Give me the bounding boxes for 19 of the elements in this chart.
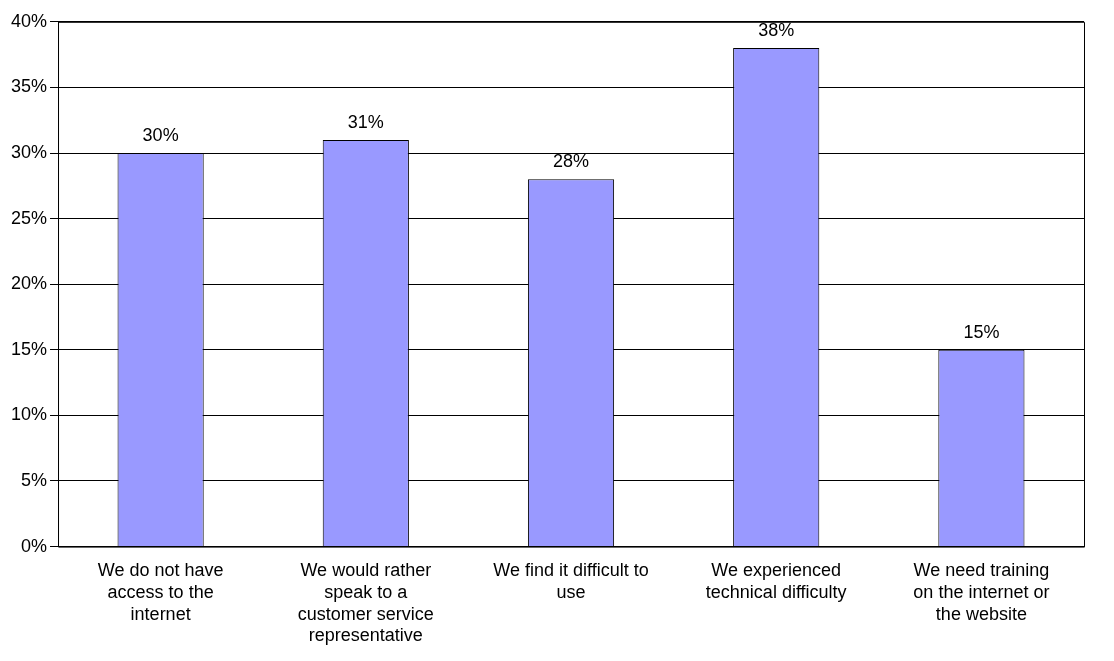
y-tick-label: 10% (11, 404, 48, 425)
data-label: 38% (758, 20, 795, 41)
y-tick-label: 35% (11, 76, 48, 97)
data-label: 28% (553, 151, 590, 172)
y-tick-label: 15% (11, 338, 48, 359)
data-label: 15% (963, 321, 1000, 342)
y-tick-label: 40% (11, 10, 48, 31)
x-tick-label: We find it difficult to use (493, 560, 649, 602)
x-tick-label: We experienced technical difficulty (705, 560, 847, 602)
data-label: 30% (142, 124, 179, 145)
x-tick-label: We need training on the internet or the website (913, 560, 1050, 624)
x-tick-label: We would rather speak to a customer service representative (297, 560, 434, 646)
y-tick-label: 30% (11, 141, 48, 162)
data-label: 31% (347, 111, 384, 132)
y-tick-label: 5% (21, 469, 48, 490)
x-tick-label: We do not have access to the internet (97, 560, 224, 624)
y-tick-label: 0% (21, 535, 48, 556)
y-tick-label: 25% (11, 207, 48, 228)
y-tick-label: 20% (11, 273, 48, 294)
